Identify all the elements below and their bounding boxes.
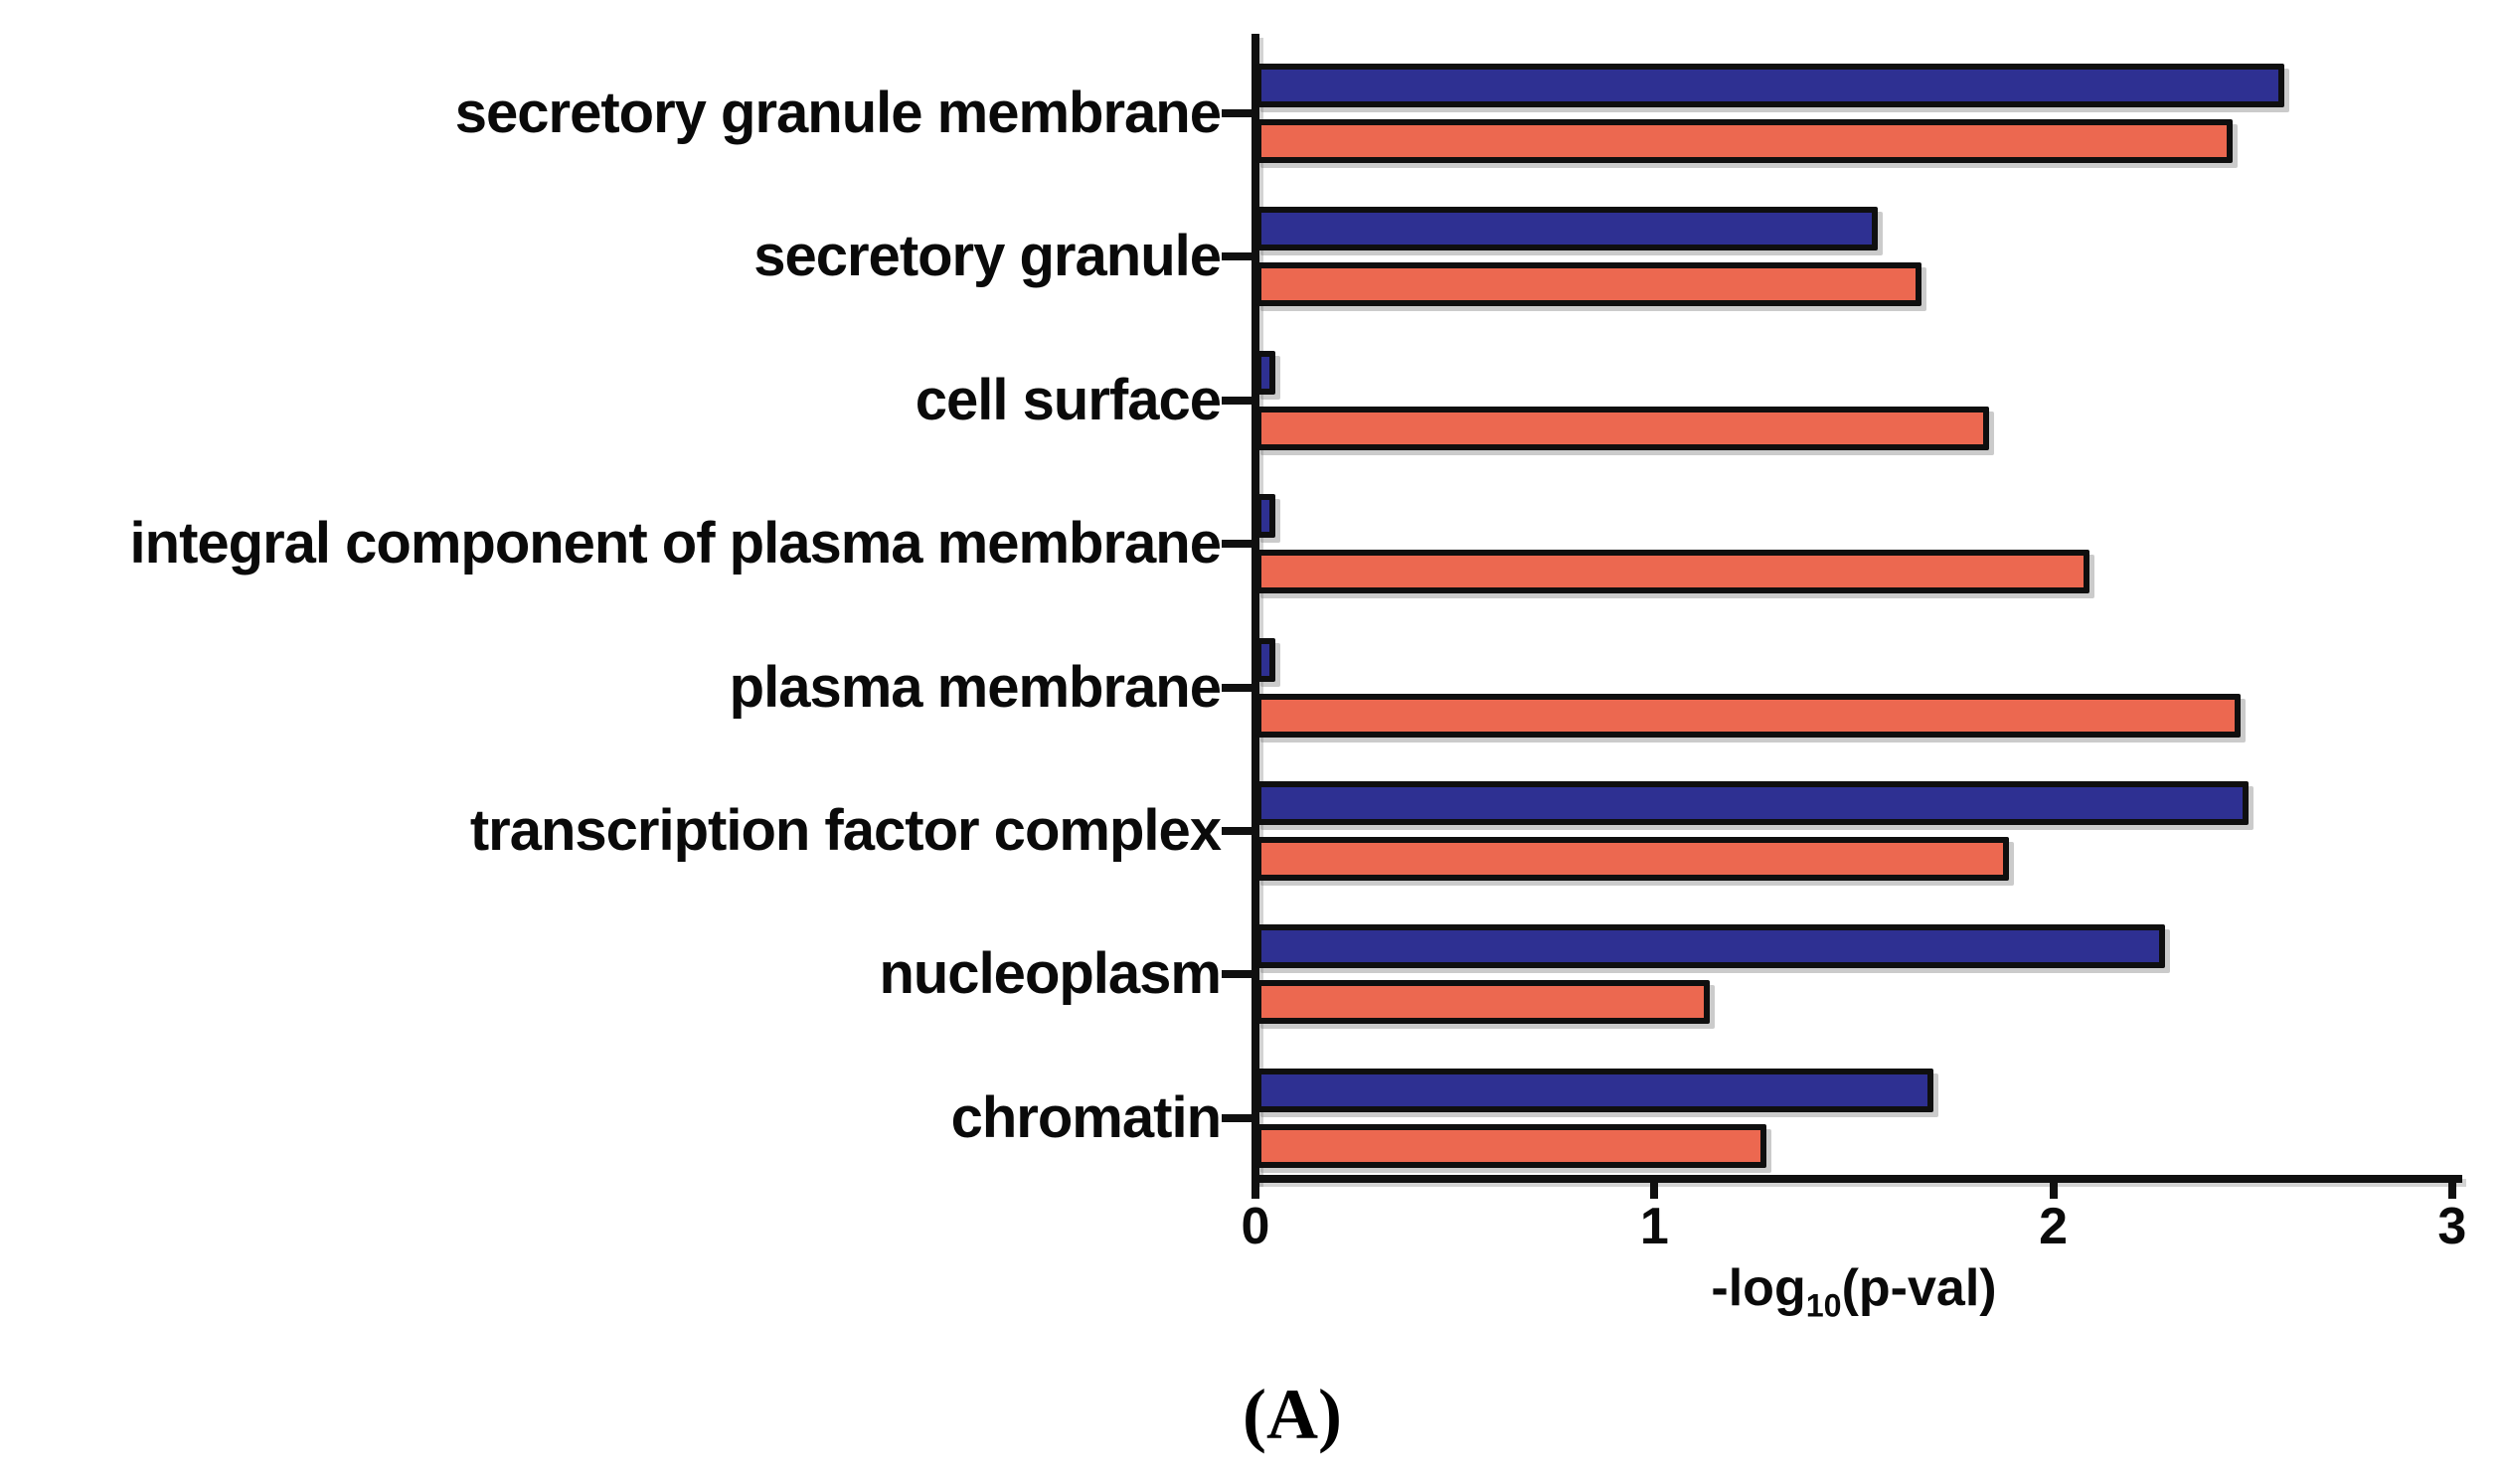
blue-series-bar [1255, 350, 1276, 395]
x-tick-label: 1 [1639, 1198, 1669, 1255]
blue-series-bar [1255, 1068, 1934, 1112]
blue-series-bar [1255, 781, 2250, 825]
category-label: plasma membrane [729, 654, 1222, 720]
orange-series-bar [1255, 837, 2010, 881]
category-label: secretory granule membrane [454, 81, 1222, 145]
figure-caption: (A) [1243, 1375, 1342, 1454]
y-axis-tick [1222, 396, 1255, 405]
y-axis-tick [1222, 540, 1255, 549]
y-axis-line [1252, 34, 1259, 1183]
x-axis-label: -log10(p-val) [1556, 1258, 2152, 1324]
blue-series-bar [1255, 924, 2165, 969]
blue-series-bar [1255, 637, 1276, 682]
category-label: nucleoplasm [879, 941, 1222, 1007]
category-label: secretory granule [753, 224, 1222, 289]
x-axis-label-suffix: (p-val) [1841, 1259, 1997, 1317]
orange-series-bar [1255, 406, 1990, 450]
blue-series-bar [1255, 64, 2285, 107]
x-axis-tick [2447, 1179, 2456, 1199]
y-axis-tick [1222, 109, 1255, 117]
blue-series-bar [1255, 494, 1276, 539]
category-label: integral component of plasma membrane [129, 511, 1222, 577]
x-axis-tick [2049, 1179, 2058, 1199]
category-label: chromatin [950, 1084, 1222, 1150]
orange-series-bar [1255, 1123, 1766, 1168]
y-axis-tick [1222, 683, 1255, 692]
y-axis-tick [1222, 252, 1255, 261]
orange-series-bar [1255, 693, 2242, 738]
orange-series-bar [1255, 262, 1922, 307]
y-axis-tick [1222, 970, 1255, 979]
y-axis-tick [1222, 827, 1255, 835]
orange-series-bar [1255, 119, 2234, 163]
orange-series-bar [1255, 980, 1711, 1025]
blue-series-bar [1255, 207, 1878, 251]
x-axis-line [1252, 1175, 2462, 1183]
category-label: cell surface [915, 367, 1222, 432]
y-axis-tick [1222, 1113, 1255, 1122]
x-axis-tick [1252, 1179, 1259, 1199]
category-label: transcription factor complex [469, 798, 1222, 863]
x-axis-label-prefix: -log [1711, 1259, 1806, 1317]
x-axis-label-subscript: 10 [1805, 1287, 1842, 1324]
x-tick-label: 2 [2039, 1198, 2069, 1255]
x-tick-label: 0 [1241, 1198, 1270, 1255]
orange-series-bar [1255, 550, 2089, 594]
x-axis-tick [1650, 1179, 1659, 1199]
x-tick-label: 3 [2437, 1198, 2467, 1255]
